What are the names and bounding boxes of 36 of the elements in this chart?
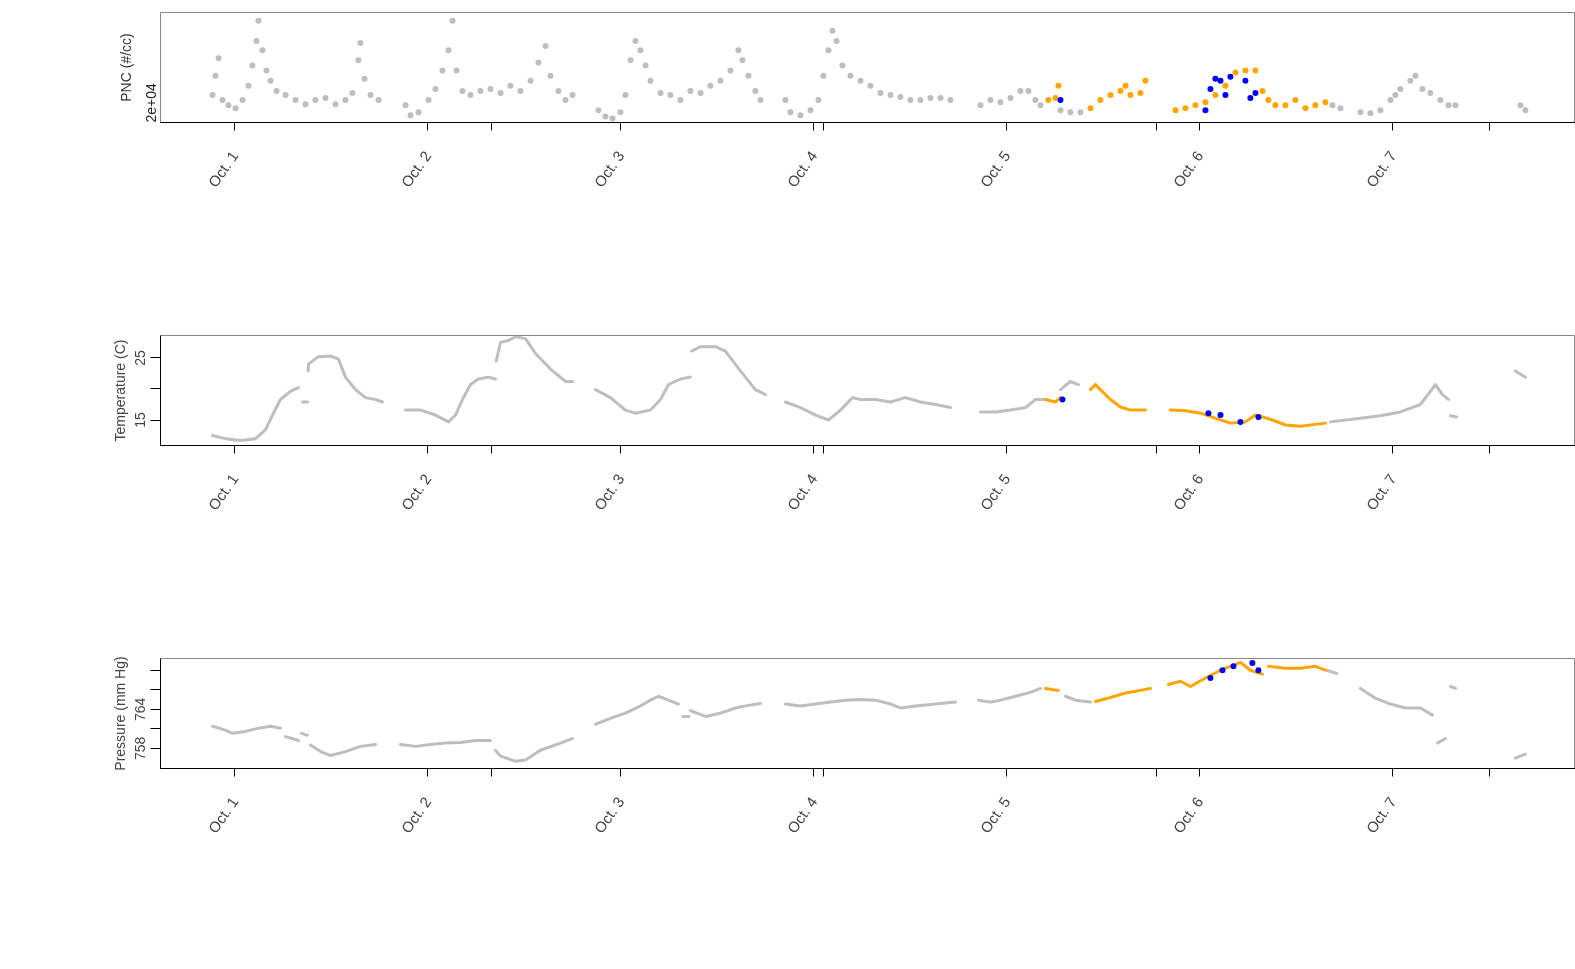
point — [1207, 675, 1214, 682]
y-tick-label: 25 — [132, 349, 149, 366]
x-tick-label: Oct. 2 — [397, 793, 435, 837]
point — [1217, 412, 1224, 419]
x-tick-label: Oct. 3 — [590, 470, 628, 514]
x-tick-label: Oct. 2 — [397, 147, 435, 191]
x-tick-label: Oct. 4 — [783, 470, 821, 514]
x-tick-label: Oct. 3 — [590, 147, 628, 191]
x-tick-label: Oct. 4 — [783, 793, 821, 837]
x-tick-label: Oct. 4 — [783, 147, 821, 191]
x-tick-label: Oct. 5 — [976, 147, 1014, 191]
y-axis-title: PNC (#/cc) — [117, 33, 134, 102]
y-tick-label: 764 — [132, 697, 149, 721]
x-tick-label: Oct. 2 — [397, 470, 435, 514]
x-tick-label: Oct. 1 — [204, 793, 242, 837]
point — [1255, 413, 1262, 420]
y-tick-label: 15 — [132, 412, 149, 428]
y-axis-title: Pressure (mm Hg) — [111, 656, 128, 771]
x-tick-label: Oct. 6 — [1169, 470, 1207, 514]
x-tick-label: Oct. 6 — [1169, 793, 1207, 837]
x-tick-label: Oct. 1 — [204, 147, 242, 191]
point — [1255, 667, 1262, 674]
x-tick-label: Oct. 5 — [976, 793, 1014, 837]
x-tick-label: Oct. 7 — [1362, 147, 1400, 191]
point — [1219, 667, 1226, 674]
y-axis-title: Temperature (C) — [111, 339, 128, 442]
x-tick-label: Oct. 7 — [1362, 470, 1400, 514]
x-tick-label: Oct. 6 — [1169, 147, 1207, 191]
x-tick-label: Oct. 3 — [590, 793, 628, 837]
y-tick-label: 758 — [132, 736, 149, 760]
x-tick-label: Oct. 7 — [1362, 793, 1400, 837]
text: 2e+04 — [142, 82, 159, 123]
point — [1230, 663, 1237, 670]
x-tick-label: Oct. 1 — [204, 470, 242, 514]
x-tick-label: Oct. 5 — [976, 470, 1014, 514]
point — [1237, 418, 1244, 425]
